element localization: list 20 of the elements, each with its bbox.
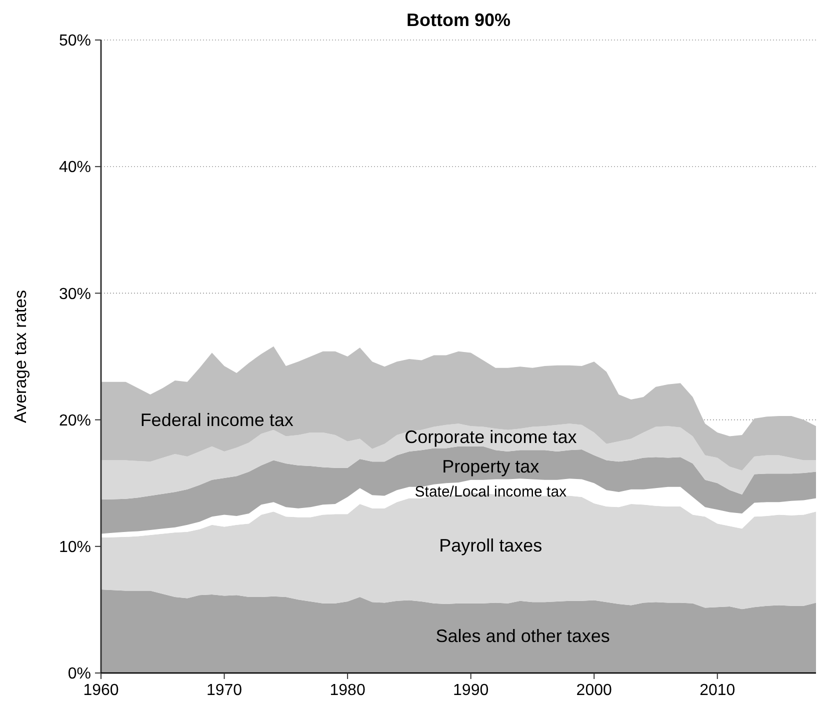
series-label: State/Local income tax	[414, 484, 568, 501]
y-tick-label: 10%	[58, 539, 91, 556]
series-label: Property tax	[442, 456, 540, 476]
y-tick-label: 20%	[58, 412, 91, 430]
y-tick-label: 0%	[68, 666, 91, 683]
x-tick-label: 1970	[206, 682, 242, 699]
y-axis-title: Average tax rates	[11, 290, 30, 423]
x-tick-label: 1990	[453, 682, 489, 699]
series-label: Federal income tax	[140, 410, 294, 430]
y-tick-label: 30%	[58, 286, 91, 303]
x-tick-label: 1960	[83, 682, 119, 699]
x-tick-label: 2010	[700, 682, 736, 699]
y-tick-label: 50%	[58, 32, 91, 50]
series-label: Corporate income tax	[404, 427, 577, 448]
series-label: Sales and other taxes	[436, 626, 610, 646]
series-label: Payroll taxes	[439, 535, 542, 556]
y-tick-label: 40%	[58, 159, 91, 176]
x-tick-label: 1980	[330, 682, 366, 699]
x-tick-label: 2000	[576, 682, 612, 699]
chart-title: Bottom 90%	[406, 10, 511, 30]
